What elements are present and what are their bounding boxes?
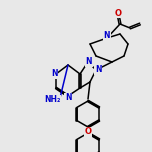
Text: N: N: [51, 69, 57, 78]
Text: NH₂: NH₂: [44, 95, 60, 105]
Text: N: N: [104, 31, 110, 40]
Text: N: N: [86, 57, 92, 67]
Text: N: N: [65, 93, 71, 102]
Text: O: O: [85, 128, 92, 136]
Text: N: N: [95, 66, 101, 74]
Text: O: O: [114, 9, 121, 17]
